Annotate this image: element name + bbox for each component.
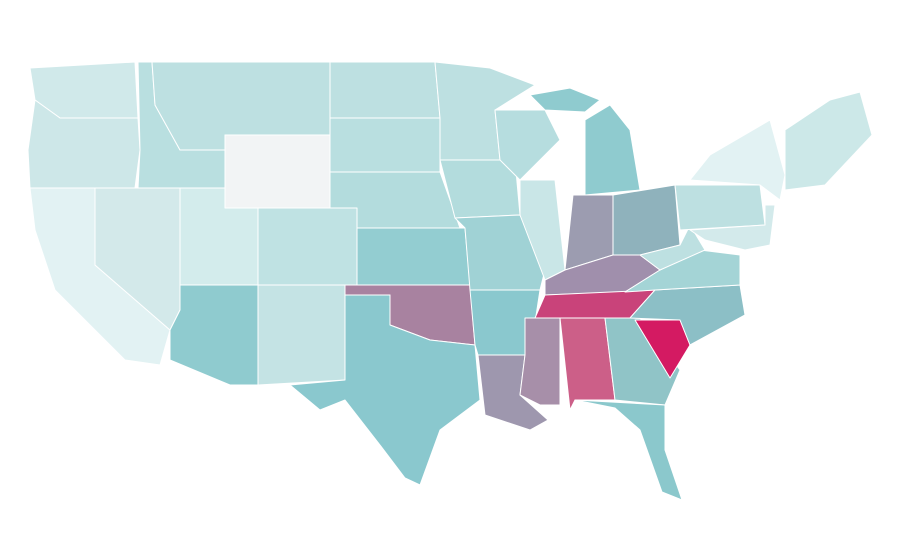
state <box>257 284 346 386</box>
state <box>529 87 601 113</box>
state <box>519 317 561 406</box>
state <box>329 117 441 173</box>
state <box>257 207 358 286</box>
state <box>494 109 561 181</box>
state <box>224 134 331 209</box>
state <box>559 317 616 411</box>
state <box>574 399 683 501</box>
state <box>289 294 481 486</box>
state <box>612 184 681 256</box>
state <box>674 184 766 231</box>
state <box>689 204 776 251</box>
state <box>27 99 141 189</box>
state <box>356 227 471 286</box>
state <box>329 61 441 119</box>
state <box>639 224 706 271</box>
state <box>784 91 873 191</box>
state <box>584 104 641 196</box>
state <box>169 284 259 386</box>
